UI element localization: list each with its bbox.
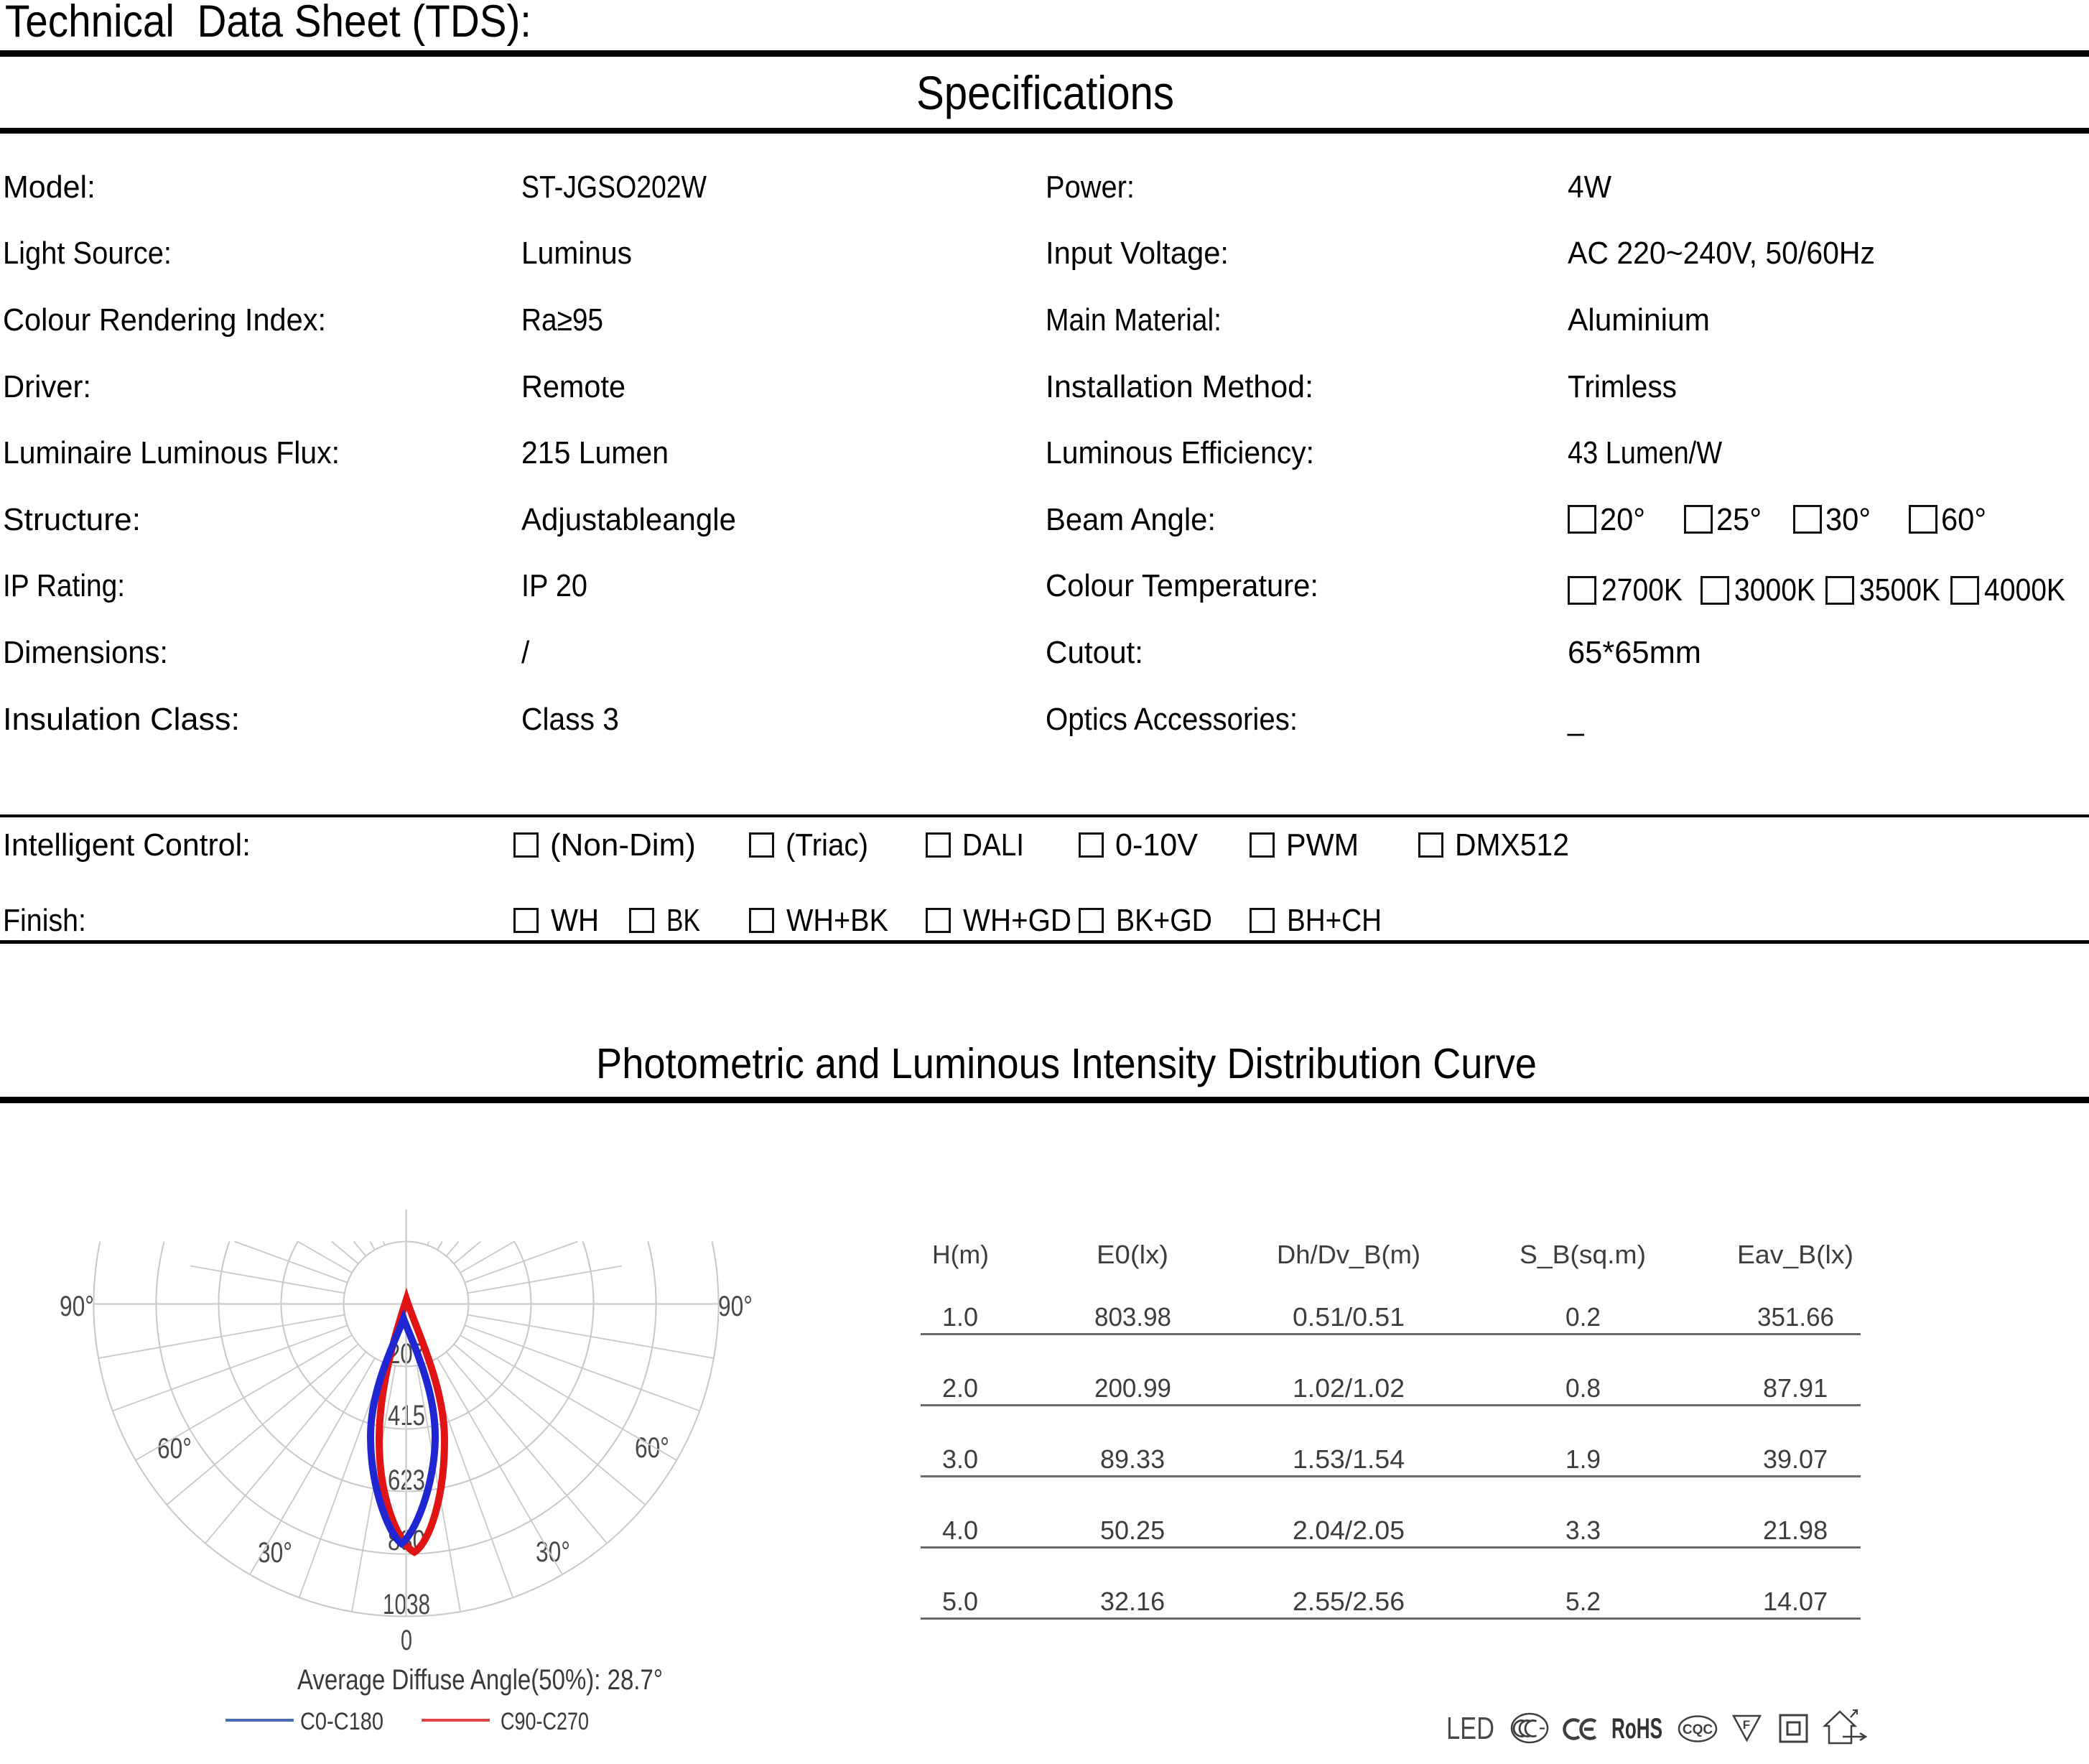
svg-text:CQC: CQC [1683, 1722, 1713, 1737]
svg-text:F: F [1743, 1718, 1750, 1732]
